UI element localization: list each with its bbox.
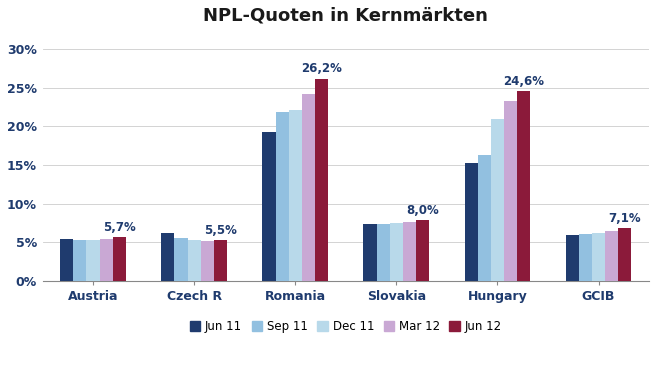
Bar (214, 240, 227, 281)
Bar (60, 239, 73, 281)
Bar (188, 240, 201, 281)
Bar (565, 235, 579, 281)
Bar (403, 222, 416, 281)
Bar (87, 240, 100, 281)
Bar (478, 155, 491, 281)
Bar (390, 223, 403, 281)
Bar (504, 101, 517, 281)
Text: 8,0%: 8,0% (406, 204, 439, 217)
Bar (416, 220, 429, 281)
Bar (302, 94, 315, 281)
Bar (161, 233, 174, 281)
Bar (464, 163, 478, 281)
Bar (363, 223, 377, 281)
Bar (262, 132, 276, 281)
Bar (201, 240, 214, 281)
Text: 7,1%: 7,1% (609, 212, 641, 225)
Bar (377, 223, 390, 281)
Bar (592, 233, 605, 281)
Bar (491, 119, 504, 281)
Bar (315, 78, 328, 281)
Text: 5,5%: 5,5% (204, 223, 237, 237)
Bar (174, 238, 188, 281)
Text: 24,6%: 24,6% (503, 75, 544, 88)
Bar (605, 230, 618, 281)
Text: 26,2%: 26,2% (301, 63, 342, 75)
Bar (289, 110, 302, 281)
Text: 5,7%: 5,7% (103, 221, 136, 234)
Bar (100, 239, 113, 281)
Title: NPL-Quoten in Kernmärkten: NPL-Quoten in Kernmärkten (203, 7, 488, 25)
Bar (276, 112, 289, 281)
Bar (113, 237, 126, 281)
Bar (618, 228, 631, 281)
Bar (517, 91, 530, 281)
Legend: Jun 11, Sep 11, Dec 11, Mar 12, Jun 12: Jun 11, Sep 11, Dec 11, Mar 12, Jun 12 (185, 315, 506, 338)
Bar (579, 234, 592, 281)
Bar (73, 240, 87, 281)
